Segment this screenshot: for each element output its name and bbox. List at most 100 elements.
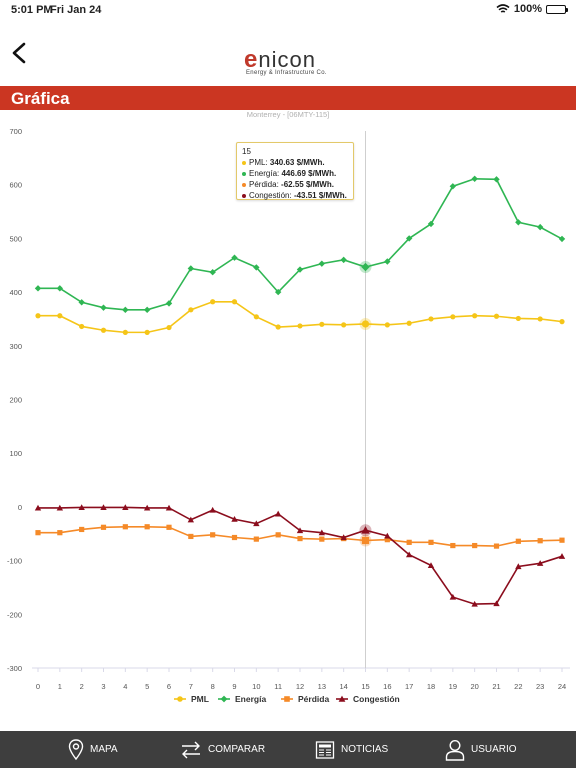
data-point-congestion: [449, 593, 457, 600]
data-point-pml: [537, 316, 543, 322]
legend-marker-perdida: [284, 696, 290, 702]
data-point-pml: [122, 329, 128, 335]
nav-item-usuario[interactable]: USUARIO: [445, 731, 517, 768]
x-tick-label: 20: [470, 682, 478, 691]
data-point-pml: [166, 324, 172, 331]
line-chart[interactable]: Monterrey - [06MTY-115]-300-200-10001002…: [0, 110, 576, 730]
user-icon: [445, 739, 465, 761]
data-point-pml: [188, 307, 194, 313]
status-date: Fri Jan 24: [50, 4, 102, 16]
data-point-congestion: [122, 504, 129, 510]
data-point-energia: [340, 256, 347, 264]
chart-area: Monterrey - [06MTY-115] -300 -200 -100 0 100 2…: [0, 110, 576, 730]
data-point-perdida: [515, 538, 521, 544]
legend-label-energia: Energía: [235, 694, 266, 704]
data-point-energia: [449, 183, 457, 190]
nav-item-comparar[interactable]: COMPARAR: [180, 731, 265, 768]
data-point-energia: [296, 266, 304, 273]
data-point-perdida: [210, 532, 216, 538]
x-tick-label: 15: [361, 682, 369, 691]
data-point-perdida: [188, 533, 194, 540]
nav-item-noticias[interactable]: NOTICIAS: [315, 731, 388, 768]
logo-wordmark: enicon: [244, 46, 316, 73]
y-tick-label: 600: [9, 181, 22, 190]
x-tick-label: 0: [36, 682, 40, 691]
data-point-energia: [78, 299, 85, 306]
data-point-congestion: [143, 504, 151, 511]
data-point-energia: [405, 235, 413, 242]
data-point-congestion: [384, 532, 391, 539]
data-point-energia: [493, 176, 500, 183]
swap-arrows-icon: [182, 741, 200, 758]
nav-label-comparar: COMPARAR: [208, 744, 266, 755]
series-line-congestion: [38, 506, 563, 605]
data-point-congestion: [515, 563, 522, 570]
data-point-perdida: [122, 524, 128, 530]
data-point-congestion: [231, 516, 238, 522]
data-point-pml: [210, 299, 216, 305]
data-point-perdida: [297, 535, 303, 542]
data-point-energia: [253, 264, 260, 271]
y-tick-label: 500: [9, 234, 22, 243]
x-tick-label: 22: [514, 682, 522, 691]
data-point-perdida: [450, 542, 456, 549]
x-tick-label: 21: [492, 682, 500, 691]
data-point-pml: [319, 321, 325, 327]
data-point-congestion: [274, 510, 282, 517]
data-point-congestion: [78, 504, 85, 510]
nav-item-mapa[interactable]: MAPA: [68, 731, 118, 768]
legend-label-pml: PML: [191, 694, 209, 704]
y-tick-label: 200: [9, 396, 22, 405]
data-point-congestion: [165, 504, 173, 511]
x-tick-label: 6: [167, 682, 171, 691]
x-tick-label: 10: [252, 682, 260, 691]
data-point-pml: [253, 314, 259, 320]
data-point-congestion: [318, 529, 326, 536]
nav-label-mapa: MAPA: [90, 744, 118, 755]
data-point-pml: [341, 322, 347, 328]
data-point-congestion: [493, 600, 500, 607]
data-point-congestion: [209, 506, 216, 513]
x-tick-label: 5: [145, 682, 149, 691]
x-tick-label: 14: [339, 682, 347, 691]
data-point-perdida: [537, 538, 543, 544]
data-point-pml: [35, 313, 41, 319]
data-point-pml: [297, 323, 303, 329]
y-tick-label: -100: [7, 557, 22, 566]
tooltip-row-pml: PML: 340.63 $/MWh.: [242, 157, 348, 168]
x-tick-label: 18: [427, 682, 435, 691]
data-point-congestion: [34, 504, 42, 511]
data-point-energia: [274, 288, 282, 296]
data-point-energia: [318, 260, 326, 267]
data-point-congestion: [361, 526, 370, 534]
data-point-pml: [100, 327, 107, 333]
x-tick-label: 16: [383, 682, 391, 691]
data-point-congestion: [253, 520, 260, 527]
data-point-perdida: [79, 526, 85, 533]
x-tick-label: 1: [58, 682, 62, 691]
data-point-energia: [100, 304, 107, 311]
chart-subtitle: Monterrey - [06MTY-115]: [247, 110, 330, 119]
x-tick-label: 8: [211, 682, 215, 691]
x-tick-label: 17: [405, 682, 413, 691]
wifi-icon: [496, 4, 510, 13]
tooltip-header: 15: [242, 147, 251, 156]
x-tick-label: 7: [189, 682, 193, 691]
x-tick-label: 11: [274, 682, 282, 691]
x-tick-label: 4: [123, 682, 127, 691]
data-point-perdida: [275, 532, 281, 538]
data-point-pml: [406, 320, 412, 326]
battery-icon: [546, 4, 568, 14]
x-tick-label: 24: [558, 682, 566, 691]
data-point-pml: [428, 316, 434, 322]
app-header: enicon Energy & Infrastructure Co.: [0, 20, 576, 86]
back-button[interactable]: [6, 36, 34, 70]
battery-percent: 100%: [513, 3, 542, 15]
enicon-logo: enicon Energy & Infrastructure Co.: [244, 46, 336, 82]
y-tick-label: 400: [9, 288, 22, 297]
title-bar: Gráfica: [0, 86, 576, 110]
data-point-energia: [361, 262, 370, 272]
status-right: 100%: [496, 3, 568, 15]
data-point-pml: [450, 314, 456, 320]
data-point-congestion: [100, 504, 107, 510]
